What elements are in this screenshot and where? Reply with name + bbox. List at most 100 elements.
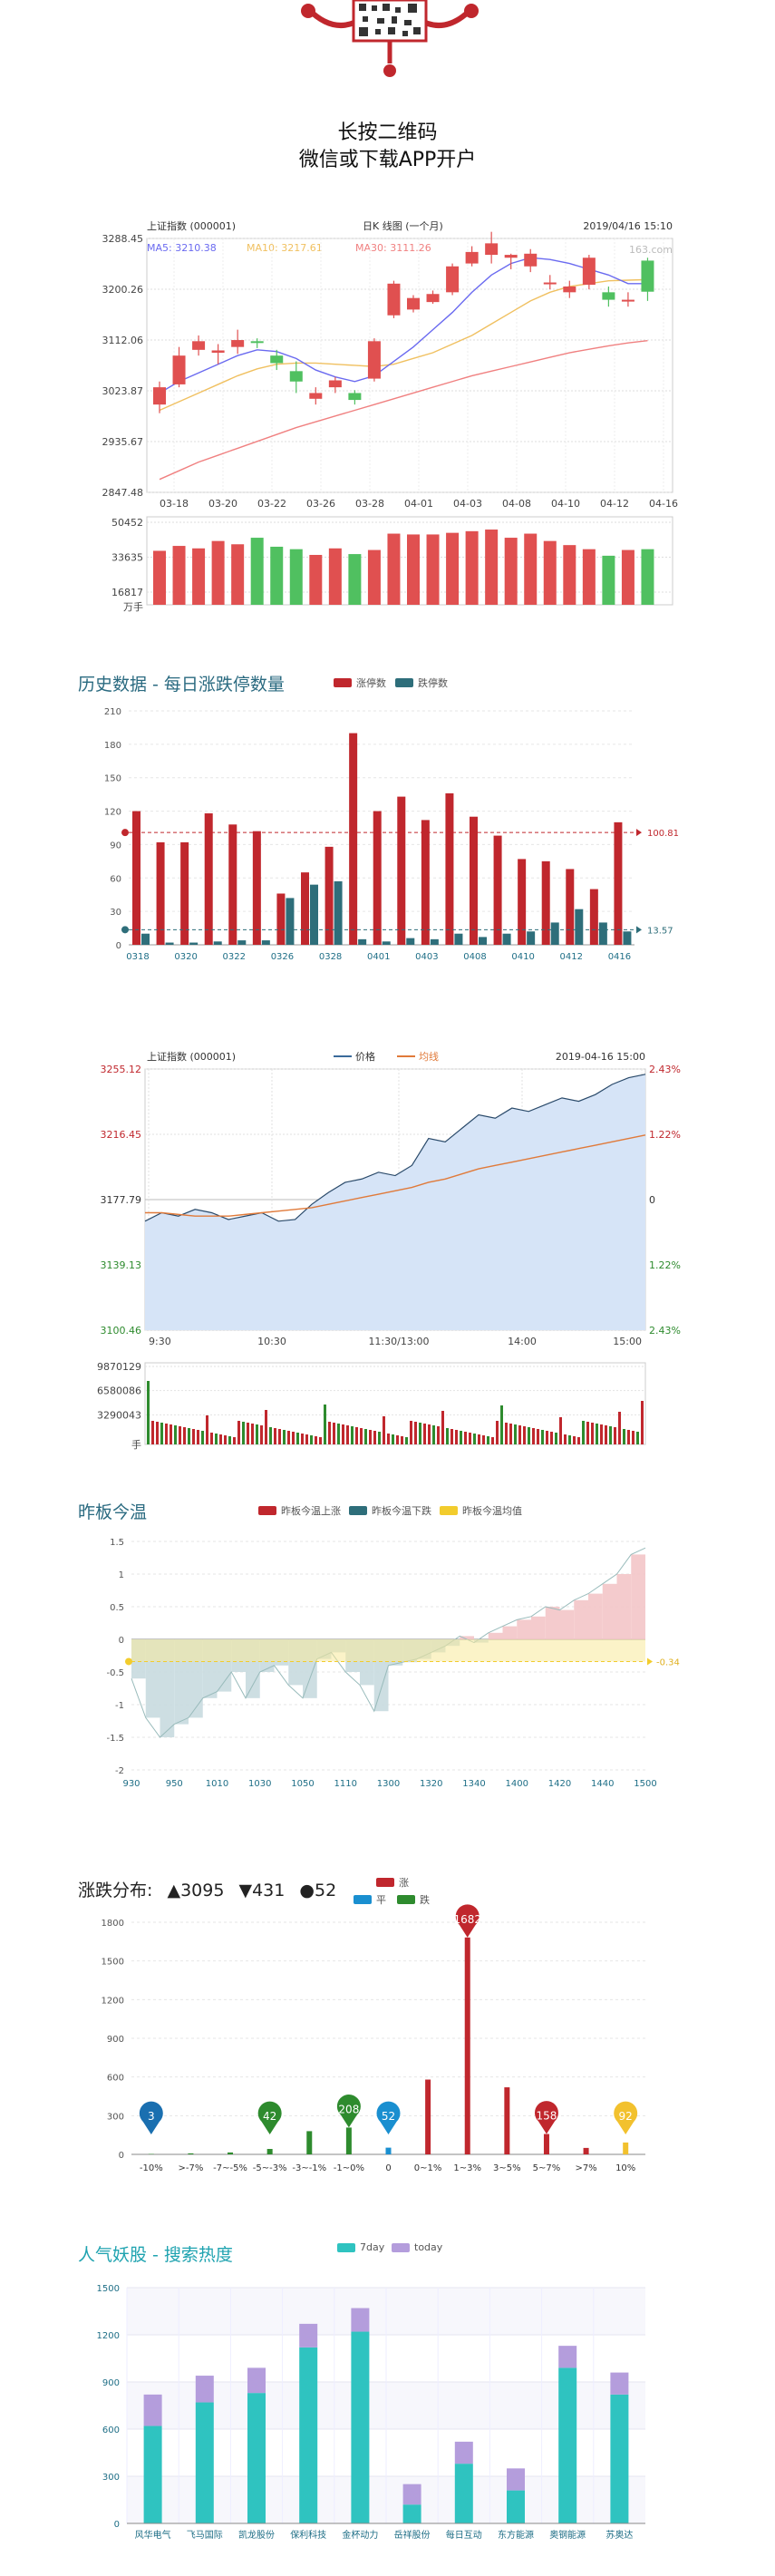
kline-candle: [426, 294, 440, 303]
temp-avg-arrow: [647, 1657, 653, 1666]
dist-x-tick: 10%: [615, 2163, 635, 2173]
intraday-volume-bar: [183, 1427, 186, 1444]
dist-x-tick: -3~-1%: [292, 2163, 326, 2173]
dist-pin: [614, 2101, 638, 2134]
intraday-datetime: 2019-04-16 15:00: [556, 1051, 645, 1063]
limit-down-bar: [502, 933, 511, 945]
kline-ma-label: MA30: 3111.26: [355, 242, 431, 254]
kline-candle: [367, 341, 381, 379]
intraday-legend-price: 价格: [355, 1050, 375, 1063]
intraday-chart: 上证指数 (000001) 价格 均线 2019-04-16 15:00 3255.12…: [0, 1038, 775, 1455]
dist-pin-label: 3: [148, 2110, 155, 2123]
intraday-volume-bar: [555, 1433, 557, 1444]
intraday-volume-bar: [455, 1430, 458, 1444]
intraday-volume-bar: [636, 1432, 639, 1444]
dist-bar: [583, 2147, 589, 2154]
intraday-volume-bar: [514, 1424, 517, 1444]
dist-pin-label: 52: [382, 2110, 395, 2123]
legend-temp-avg-label: 昨板今温均值: [462, 1505, 522, 1517]
volume-y-tick: 50452: [111, 517, 143, 529]
legend-dist-flat: 平: [354, 1892, 386, 1907]
intraday-volume-bar: [192, 1429, 195, 1444]
limit-down-bar: [310, 884, 318, 945]
volume-bar: [465, 530, 479, 605]
intraday-volume-tick: 6580086: [97, 1385, 141, 1397]
temp-line: [131, 1547, 646, 1738]
kline-candle: [231, 340, 245, 347]
dist-pin: [139, 2101, 163, 2134]
intraday-volume-bar: [614, 1427, 616, 1444]
limit-markline-low-label: 13.57: [647, 926, 673, 936]
kline-x-tick: 03-26: [306, 498, 335, 510]
qr-caption-line2: 微信或下载APP开户: [298, 149, 477, 171]
heat-x-tick: 东方能源: [498, 2529, 534, 2541]
limit-down-bar: [575, 909, 584, 945]
intraday-volume-bar: [469, 1433, 471, 1444]
heat-7day-bar: [454, 2464, 473, 2523]
intraday-volume-bar: [160, 1423, 163, 1444]
intraday-volume-bar: [568, 1435, 571, 1444]
legend-swatch-dist-flat: [354, 1895, 372, 1904]
heat-7day-bar: [610, 2394, 629, 2523]
heat-today-bar: [454, 2441, 473, 2464]
volume-bar: [172, 546, 186, 605]
kline-ma-label: MA10: 3217.61: [247, 242, 323, 254]
legend-dist-up-label: 涨: [399, 1877, 409, 1889]
limit-up-bar: [132, 811, 140, 945]
intraday-y-tick-right: 2.43%: [649, 1325, 681, 1337]
limit-x-tick: 0408: [463, 952, 486, 962]
heat-today-bar: [143, 2394, 162, 2426]
distribution-bar-chart: 0 300 600 900 1200 1500 1800 -10% >-7% -7~-5% -5~-…: [0, 1904, 775, 2176]
qr-caption-line1: 长按二维码: [337, 122, 438, 144]
limit-x-tick: 0401: [367, 952, 390, 962]
intraday-volume-bar: [609, 1426, 612, 1444]
intraday-volume-bar: [369, 1430, 372, 1444]
intraday-volume-bar: [632, 1431, 635, 1444]
heat-x-tick: 岳祥股份: [394, 2529, 431, 2541]
kline-x-tick: 04-12: [600, 498, 629, 510]
intraday-volume-bar: [319, 1437, 322, 1444]
intraday-volume-bar: [174, 1425, 177, 1444]
dist-pin: [257, 2101, 282, 2134]
intraday-y-tick-left: 3100.46: [101, 1325, 142, 1337]
intraday-volume-bar: [591, 1423, 594, 1444]
dist-bar: [188, 2153, 194, 2154]
volume-bar: [250, 538, 264, 605]
intraday-volume-bar: [269, 1427, 272, 1444]
dist-bar: [543, 2134, 549, 2154]
legend-swatch-temp-up: [258, 1506, 276, 1515]
dist-pin-label: 1682: [453, 1913, 481, 1926]
intraday-volume-bar: [278, 1429, 281, 1444]
kline-title: 上证指数 (000001): [147, 219, 236, 232]
intraday-volume-bar: [559, 1417, 562, 1444]
limit-y-tick: 30: [110, 908, 121, 918]
limit-x-tick: 0328: [319, 952, 342, 962]
intraday-volume-bar: [410, 1421, 412, 1444]
limit-down-bar: [334, 880, 343, 945]
intraday-volume-bar: [310, 1435, 313, 1444]
legend-limit-down-label: 跌停数: [418, 677, 448, 689]
limit-down-bar: [213, 941, 222, 945]
limit-down-bar: [382, 941, 391, 945]
dist-bar: [228, 2152, 234, 2154]
intraday-volume-bar: [396, 1435, 399, 1444]
limit-up-bar: [228, 824, 237, 945]
intraday-volume-bar: [333, 1423, 335, 1444]
temp-y-tick: -0.5: [106, 1668, 124, 1678]
intraday-volume-bar: [550, 1432, 553, 1444]
kline-x-tick: 03-18: [160, 498, 189, 510]
intraday-volume-bar: [491, 1437, 494, 1444]
temp-area-segment: [160, 1639, 175, 1737]
dist-x-tick: 1~3%: [453, 2163, 481, 2173]
volume-bar: [211, 540, 225, 605]
dist-pin: [455, 1904, 480, 1938]
temp-x-tick: 1300: [377, 1779, 400, 1789]
limit-y-tick: 90: [110, 841, 121, 851]
intraday-y-tick-left: 3177.79: [101, 1194, 142, 1206]
limit-up-bar: [276, 893, 286, 945]
heat-y-tick: 1200: [97, 2331, 120, 2341]
dist-pin: [376, 2101, 401, 2134]
dist-x-tick: -5~-3%: [253, 2163, 287, 2173]
distribution-title-row: 涨跌分布: ▲3095 ▼431 ●52: [78, 1877, 336, 1901]
temp-area-segment: [545, 1607, 560, 1639]
